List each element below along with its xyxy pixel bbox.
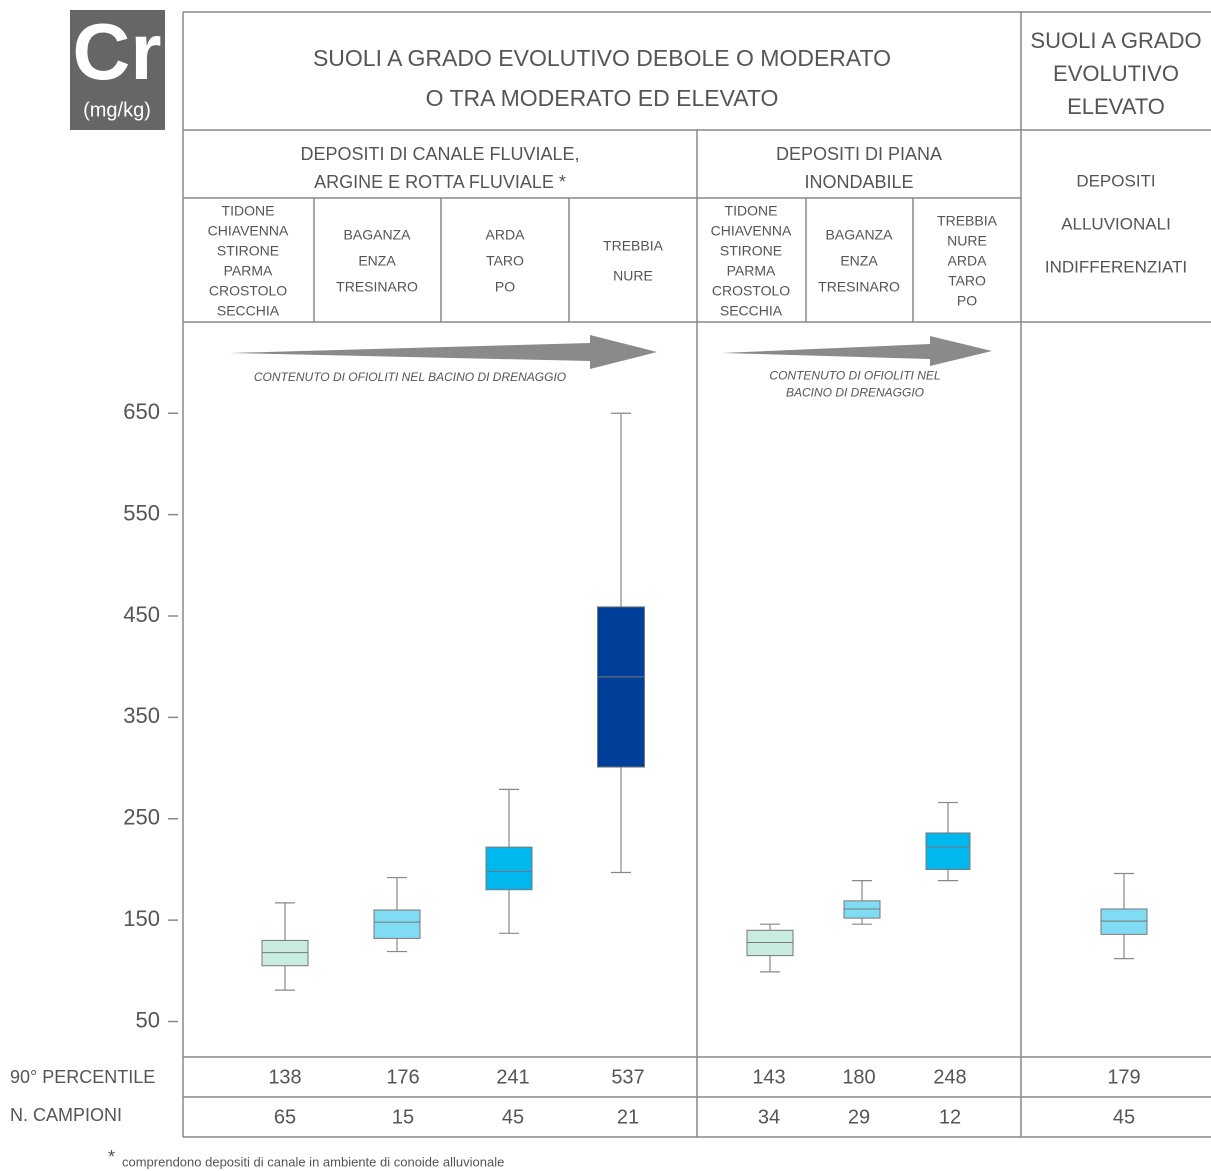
table-cell: 537 bbox=[611, 1066, 644, 1088]
arrow-label: CONTENUTO DI OFIOLITI NEL BACINO DI DREN… bbox=[254, 370, 566, 384]
group-label: INDIFFERENZIATI bbox=[1045, 257, 1187, 276]
category-label: CHIAVENNA bbox=[711, 223, 792, 239]
category-label: BAGANZA bbox=[826, 227, 894, 243]
table-cell: 180 bbox=[842, 1066, 875, 1088]
table-cell: 45 bbox=[1113, 1106, 1135, 1128]
box bbox=[746, 929, 794, 957]
category-label: CROSTOLO bbox=[209, 283, 287, 299]
category-label: STIRONE bbox=[720, 243, 782, 259]
category-label: TARO bbox=[948, 273, 986, 289]
header-label: SUOLI A GRADO bbox=[1030, 28, 1201, 53]
arrow bbox=[230, 335, 657, 369]
box bbox=[373, 909, 421, 939]
table-cell: 248 bbox=[933, 1066, 966, 1088]
element-badge bbox=[70, 10, 165, 130]
box bbox=[925, 832, 971, 870]
category-label: ENZA bbox=[840, 253, 878, 269]
row-label: N. CAMPIONI bbox=[10, 1105, 122, 1125]
table-cell: 65 bbox=[274, 1106, 296, 1128]
group-label: DEPOSITI DI CANALE FLUVIALE, bbox=[300, 144, 579, 164]
table-cell: 179 bbox=[1107, 1066, 1140, 1088]
category-label: SECCHIA bbox=[720, 303, 783, 319]
table-cell: 34 bbox=[758, 1106, 780, 1128]
category-label: TRESINARO bbox=[336, 279, 418, 295]
y-tick-label: 150 bbox=[123, 906, 160, 931]
category-label: PO bbox=[495, 279, 515, 295]
category-label: PO bbox=[957, 293, 977, 309]
table-cell: 176 bbox=[386, 1066, 419, 1088]
table-cell: 241 bbox=[496, 1066, 529, 1088]
arrow-label: CONTENUTO DI OFIOLITI NEL bbox=[769, 369, 940, 383]
category-label: TREBBIA bbox=[603, 238, 664, 254]
table-grid bbox=[182, 11, 1211, 1138]
table-cell: 21 bbox=[617, 1106, 639, 1128]
group-label: ALLUVIONALI bbox=[1061, 214, 1171, 233]
category-label: TIDONE bbox=[725, 203, 778, 219]
table-cell: 143 bbox=[752, 1066, 785, 1088]
category-label: SECCHIA bbox=[217, 303, 280, 319]
header-label: O TRA MODERATO ED ELEVATO bbox=[426, 85, 779, 111]
group-label: DEPOSITI DI PIANA bbox=[776, 144, 942, 164]
y-tick-label: 550 bbox=[123, 500, 160, 525]
category-label: STIRONE bbox=[217, 243, 279, 259]
box bbox=[597, 606, 645, 768]
category-label: TARO bbox=[486, 253, 524, 269]
category-label: TRESINARO bbox=[818, 279, 900, 295]
arrow bbox=[722, 336, 992, 366]
header-label: SUOLI A GRADO EVOLUTIVO DEBOLE O MODERAT… bbox=[313, 45, 891, 71]
y-tick-label: 250 bbox=[123, 805, 160, 830]
category-label: CROSTOLO bbox=[712, 283, 790, 299]
category-label: PARMA bbox=[224, 263, 273, 279]
table-cell: 15 bbox=[392, 1106, 414, 1128]
header-label: EVOLUTIVO bbox=[1053, 61, 1179, 86]
category-label: CHIAVENNA bbox=[208, 223, 289, 239]
table-cell: 29 bbox=[848, 1106, 870, 1128]
category-label: NURE bbox=[947, 233, 987, 249]
chart-title: Cr bbox=[73, 7, 162, 96]
table-cell: 12 bbox=[939, 1106, 961, 1128]
footnote-mark: * bbox=[108, 1147, 115, 1167]
table-cell: 138 bbox=[268, 1066, 301, 1088]
header-label: ELEVATO bbox=[1067, 94, 1165, 119]
category-label: NURE bbox=[613, 268, 653, 284]
box bbox=[485, 846, 533, 891]
group-label: DEPOSITI bbox=[1076, 171, 1155, 190]
unit-label: (mg/kg) bbox=[83, 99, 151, 121]
category-label: ARDA bbox=[486, 227, 526, 243]
y-tick-label: 650 bbox=[123, 399, 160, 424]
category-label: TREBBIA bbox=[937, 213, 998, 229]
group-label: ARGINE E ROTTA FLUVIALE * bbox=[314, 172, 566, 192]
category-label: ARDA bbox=[948, 253, 988, 269]
category-label: TIDONE bbox=[222, 203, 275, 219]
table-cell: 45 bbox=[502, 1106, 524, 1128]
category-label: ENZA bbox=[358, 253, 396, 269]
y-tick-label: 350 bbox=[123, 703, 160, 728]
arrow-label: BACINO DI DRENAGGIO bbox=[786, 386, 924, 400]
category-label: PARMA bbox=[727, 263, 776, 279]
box bbox=[261, 939, 309, 967]
category-label: BAGANZA bbox=[344, 227, 412, 243]
group-label: INONDABILE bbox=[804, 172, 913, 192]
row-label: 90° PERCENTILE bbox=[10, 1067, 155, 1087]
box bbox=[843, 900, 881, 919]
y-tick-label: 450 bbox=[123, 602, 160, 627]
y-tick-label: 50 bbox=[136, 1007, 160, 1032]
footnote: comprendono depositi di canale in ambien… bbox=[122, 1154, 504, 1169]
box bbox=[1100, 908, 1148, 935]
